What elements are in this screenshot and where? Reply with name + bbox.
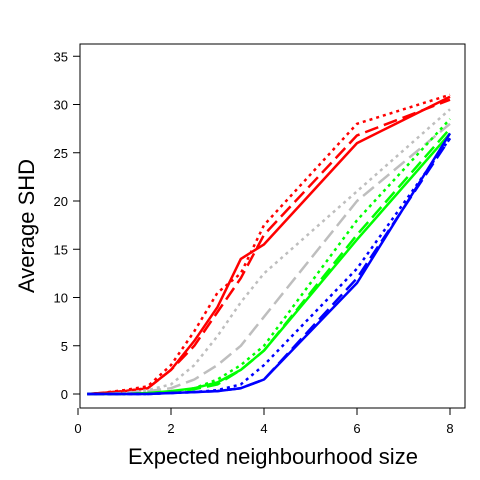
series-line-5 (87, 108, 451, 396)
series-line-6 (87, 132, 451, 396)
series-line-4 (87, 122, 451, 396)
series-line-3 (87, 93, 451, 396)
y-axis-title: Average SHD (14, 159, 39, 293)
x-tick-label: 6 (353, 421, 360, 436)
series-line-11 (87, 137, 452, 396)
y-tick-label: 0 (61, 387, 68, 402)
y-tick-label: 25 (54, 146, 68, 161)
x-tick-label: 8 (446, 421, 453, 436)
series-line-8 (87, 118, 451, 396)
series-line-1 (87, 95, 451, 396)
x-tick-label: 0 (74, 421, 81, 436)
series-group (87, 93, 452, 396)
x-axis-title: Expected neighbourhood size (128, 444, 418, 469)
y-tick-label: 20 (54, 194, 68, 209)
x-tick-label: 2 (167, 421, 174, 436)
y-axis: 0 5 10 15 20 25 30 35 (54, 49, 80, 402)
y-tick-label: 15 (54, 242, 68, 257)
y-tick-label: 5 (61, 339, 68, 354)
x-tick-label: 4 (260, 421, 267, 436)
series-line-9 (87, 132, 452, 396)
y-tick-label: 30 (54, 98, 68, 113)
series-line-10 (87, 137, 452, 396)
y-tick-label: 10 (54, 291, 68, 306)
series-line-2 (87, 98, 451, 396)
plot-frame (79, 43, 466, 409)
x-axis: 0 2 4 6 8 (74, 408, 454, 436)
y-tick-label: 35 (54, 49, 68, 64)
